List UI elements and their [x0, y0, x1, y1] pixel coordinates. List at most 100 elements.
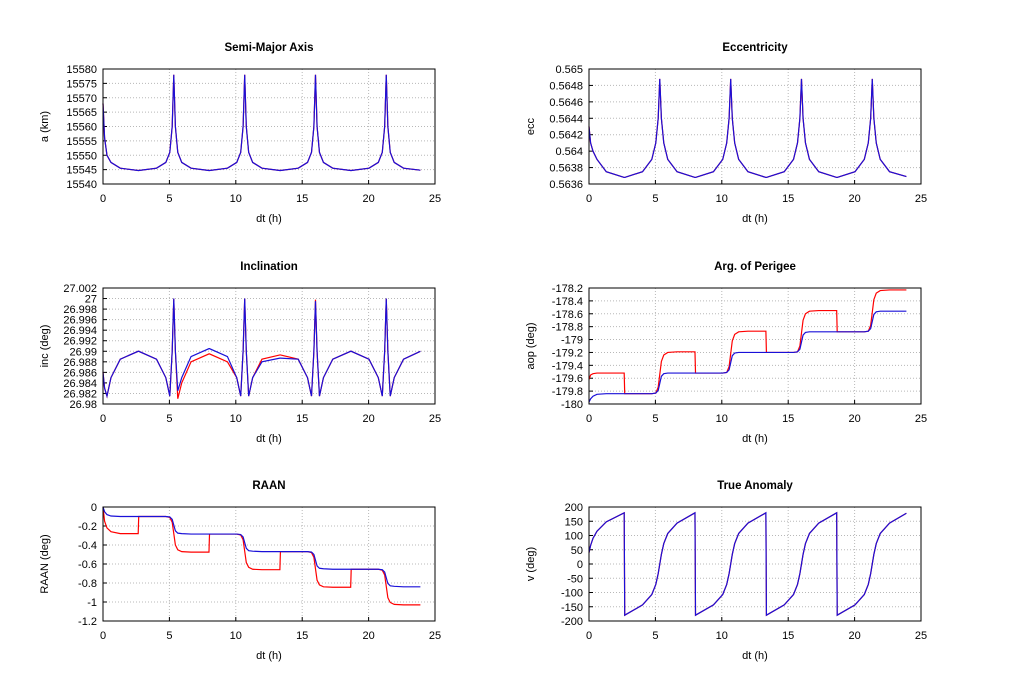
data-line — [588, 310, 907, 403]
y-tick-label: 200 — [565, 502, 583, 514]
y-tick-label: -179.8 — [552, 386, 583, 398]
data-line — [102, 298, 421, 399]
subplot: True Anomaly 0 5 10 15 20 25 -200 -150 -100 -50 0 50… — [525, 480, 927, 662]
data-line — [588, 78, 907, 179]
x-tick-label: 15 — [296, 413, 308, 425]
data-line — [102, 74, 421, 172]
x-axis-label: dt (h) — [742, 650, 768, 662]
y-tick-label: 15540 — [66, 179, 97, 191]
y-axis-label: aop (deg) — [525, 322, 537, 369]
x-axis-label: dt (h) — [256, 650, 282, 662]
x-tick-label: 15 — [296, 630, 308, 642]
y-tick-label: -200 — [561, 616, 583, 628]
y-tick-label: 26.982 — [63, 388, 97, 400]
y-tick-label: 15545 — [66, 165, 97, 177]
y-tick-label: -178.8 — [552, 322, 583, 334]
data-line — [588, 289, 907, 395]
y-tick-label: -0.4 — [78, 540, 97, 552]
y-tick-label: -1.2 — [78, 616, 97, 628]
x-tick-label: 10 — [230, 630, 242, 642]
y-tick-label: 26.988 — [63, 357, 97, 369]
subplot: RAAN 0 5 10 15 20 25 -1.2 -1 -0.8 -0.6 -0.4 -0.2 0 dt … — [39, 480, 441, 662]
subplot-title: Inclination — [240, 261, 298, 273]
x-tick-label: 0 — [586, 630, 592, 642]
x-tick-label: 0 — [586, 413, 592, 425]
y-tick-label: -0.8 — [78, 578, 97, 590]
x-tick-label: 5 — [166, 413, 172, 425]
y-axis-label: RAAN (deg) — [39, 534, 51, 593]
x-tick-label: 15 — [782, 193, 794, 205]
data-line — [588, 78, 907, 179]
y-tick-label: -180 — [561, 399, 583, 411]
x-tick-label: 5 — [166, 630, 172, 642]
x-tick-label: 25 — [429, 413, 441, 425]
plot-frame — [588, 287, 922, 405]
x-tick-label: 10 — [716, 413, 728, 425]
y-tick-label: 15560 — [66, 122, 97, 134]
data-line — [102, 506, 421, 588]
y-tick-label: 15555 — [66, 136, 97, 148]
subplot-title: Arg. of Perigee — [714, 261, 796, 273]
y-tick-label: 0.5644 — [549, 113, 583, 125]
y-tick-label: 27.002 — [63, 283, 97, 295]
y-tick-label: -0.2 — [78, 521, 97, 533]
plot-frame — [102, 506, 436, 622]
y-tick-label: -179.4 — [552, 360, 583, 372]
y-tick-label: 27 — [85, 294, 97, 306]
x-axis-label: dt (h) — [256, 213, 282, 225]
x-tick-label: 15 — [782, 630, 794, 642]
y-tick-label: -179.2 — [552, 347, 583, 359]
y-axis-label: v (deg) — [525, 547, 537, 581]
x-tick-label: 20 — [362, 413, 374, 425]
plot-frame — [588, 506, 922, 622]
y-axis-label: ecc — [525, 117, 537, 135]
y-tick-label: 15580 — [66, 64, 97, 76]
x-tick-label: 15 — [296, 193, 308, 205]
y-tick-label: 0 — [577, 559, 583, 571]
x-tick-label: 20 — [848, 413, 860, 425]
y-tick-label: -178.6 — [552, 309, 583, 321]
y-tick-label: 0.564 — [555, 146, 583, 158]
y-tick-label: 100 — [565, 531, 583, 543]
y-tick-label: 15575 — [66, 78, 97, 90]
y-tick-label: 15550 — [66, 150, 97, 162]
data-line — [588, 511, 907, 617]
x-tick-label: 10 — [716, 630, 728, 642]
subplot-title: RAAN — [252, 480, 285, 492]
plot-frame — [102, 68, 436, 185]
x-tick-label: 10 — [230, 193, 242, 205]
y-tick-label: 0.565 — [555, 64, 583, 76]
y-tick-label: -150 — [561, 602, 583, 614]
y-tick-label: 26.99 — [69, 346, 97, 358]
y-axis-label: inc (deg) — [39, 325, 51, 368]
plot-frame — [588, 68, 922, 185]
y-tick-label: -179.6 — [552, 373, 583, 385]
x-tick-label: 0 — [100, 193, 106, 205]
x-tick-label: 25 — [915, 413, 927, 425]
x-axis-label: dt (h) — [742, 213, 768, 225]
y-tick-label: 150 — [565, 516, 583, 528]
x-tick-label: 10 — [230, 413, 242, 425]
data-line — [102, 506, 421, 606]
subplot-title: True Anomaly — [717, 480, 793, 492]
plot-frame — [102, 287, 436, 405]
x-tick-label: 20 — [848, 193, 860, 205]
y-tick-label: -178.2 — [552, 283, 583, 295]
y-tick-label: -1 — [87, 597, 97, 609]
y-tick-label: -179 — [561, 335, 583, 347]
y-tick-label: 0.5648 — [549, 80, 583, 92]
x-tick-label: 0 — [100, 630, 106, 642]
y-tick-label: 0.5638 — [549, 163, 583, 175]
x-tick-label: 20 — [362, 630, 374, 642]
x-axis-label: dt (h) — [742, 433, 768, 445]
x-tick-label: 15 — [782, 413, 794, 425]
x-tick-label: 20 — [848, 630, 860, 642]
subplot-title: Semi-Major Axis — [224, 42, 313, 54]
y-tick-label: 0.5646 — [549, 97, 583, 109]
x-tick-label: 25 — [915, 630, 927, 642]
y-axis-label: a (km) — [39, 111, 51, 142]
y-tick-label: -50 — [567, 573, 583, 585]
subplot-title: Eccentricity — [722, 42, 788, 54]
